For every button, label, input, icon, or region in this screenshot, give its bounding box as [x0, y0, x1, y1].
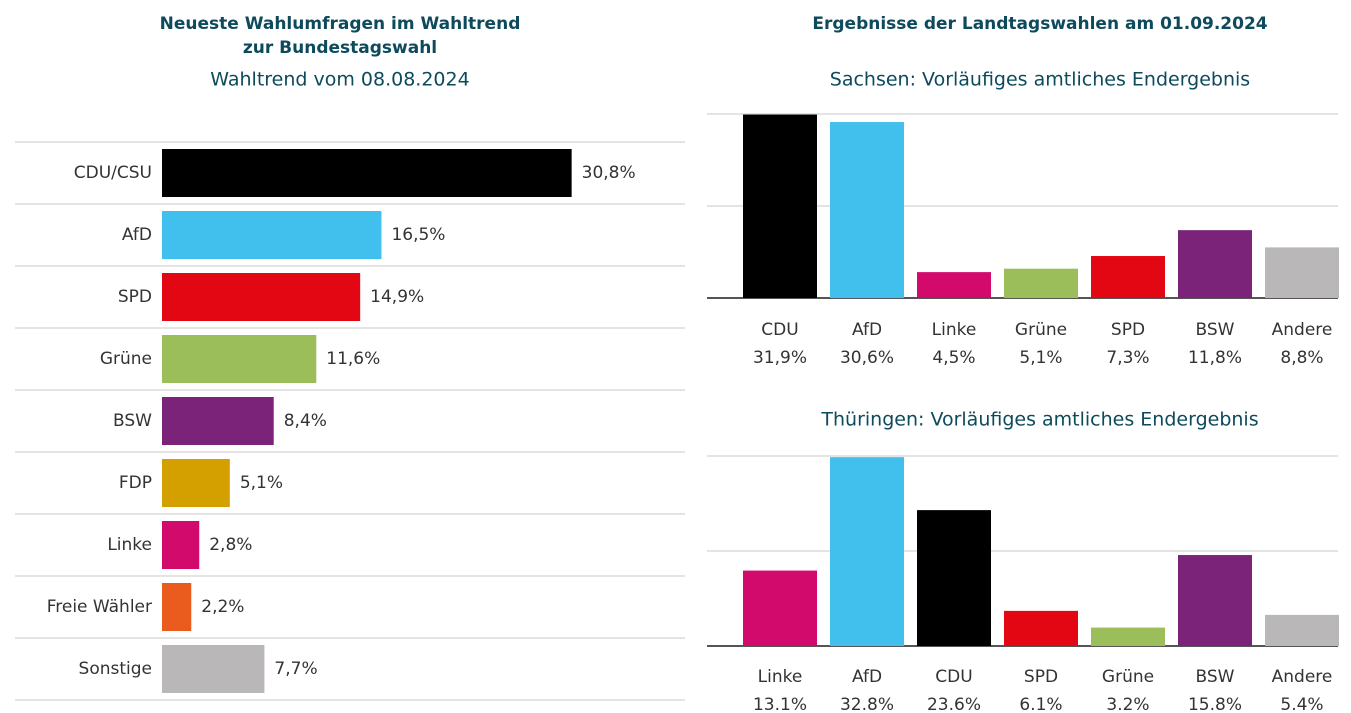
value-label: 2,2%	[201, 597, 244, 617]
category-label: Sonstige	[79, 659, 152, 679]
value-label: 6.1%	[1019, 695, 1062, 713]
bar	[162, 335, 317, 383]
value-label: 4,5%	[932, 348, 975, 368]
chart-title: Sachsen: Vorläufiges amtliches Endergebn…	[830, 69, 1250, 91]
bar	[162, 521, 200, 569]
bar	[162, 149, 572, 197]
category-label: BSW	[113, 411, 152, 431]
category-label: CDU	[935, 667, 972, 687]
category-label: AfD	[852, 667, 882, 687]
category-label: AfD	[122, 225, 152, 245]
category-label: Andere	[1272, 320, 1333, 340]
bar	[1178, 555, 1252, 646]
bar	[1004, 268, 1078, 298]
bar	[830, 122, 904, 298]
bar	[1265, 614, 1339, 646]
chart-title: Thüringen: Vorläufiges amtliches Enderge…	[820, 409, 1258, 431]
category-label: AfD	[852, 320, 882, 340]
bar	[1265, 247, 1339, 298]
value-label: 16,5%	[391, 225, 445, 245]
value-label: 13.1%	[753, 695, 807, 713]
category-label: SPD	[118, 287, 152, 307]
category-label: SPD	[1024, 667, 1058, 687]
category-label: SPD	[1111, 320, 1145, 340]
value-label: 2,8%	[209, 535, 252, 555]
value-label: 15.8%	[1188, 695, 1242, 713]
bar	[162, 459, 230, 507]
category-label: BSW	[1196, 320, 1235, 340]
value-label: 32.8%	[840, 695, 894, 713]
bar	[1004, 610, 1078, 646]
value-label: 3.2%	[1106, 695, 1149, 713]
bar	[830, 457, 904, 646]
chart-title: zur Bundestagswahl	[243, 38, 437, 58]
category-label: Grüne	[1102, 667, 1154, 687]
chart-title: Neueste Wahlumfragen im Wahltrend	[160, 14, 521, 34]
bar	[162, 273, 361, 321]
bar	[162, 645, 265, 693]
value-label: 11,6%	[326, 349, 380, 369]
bar	[1178, 230, 1252, 298]
bar	[743, 114, 817, 298]
bar	[1091, 627, 1165, 646]
value-label: 14,9%	[370, 287, 424, 307]
value-label: 8,4%	[284, 411, 327, 431]
bar	[917, 272, 991, 298]
bar	[162, 397, 274, 445]
heading: Ergebnisse der Landtagswahlen am 01.09.2…	[812, 14, 1267, 34]
value-label: 5.4%	[1280, 695, 1323, 713]
value-label: 5,1%	[1019, 348, 1062, 368]
category-label: FDP	[119, 473, 152, 493]
value-label: 7,3%	[1106, 348, 1149, 368]
category-label: Linke	[107, 535, 152, 555]
bar	[162, 583, 192, 631]
category-label: Linke	[932, 320, 977, 340]
value-label: 30,6%	[840, 348, 894, 368]
category-label: CDU/CSU	[74, 163, 152, 183]
bar	[743, 570, 817, 646]
value-label: 7,7%	[274, 659, 317, 679]
chart-subtitle: Wahltrend vom 08.08.2024	[210, 69, 469, 91]
category-label: CDU	[761, 320, 798, 340]
category-label: Linke	[758, 667, 803, 687]
bar	[162, 211, 382, 259]
category-label: Andere	[1272, 667, 1333, 687]
bar	[1091, 256, 1165, 298]
value-label: 31,9%	[753, 348, 807, 368]
category-label: Grüne	[100, 349, 152, 369]
value-label: 23.6%	[927, 695, 981, 713]
value-label: 11,8%	[1188, 348, 1242, 368]
category-label: BSW	[1196, 667, 1235, 687]
bar	[917, 510, 991, 646]
value-label: 8,8%	[1280, 348, 1323, 368]
value-label: 30,8%	[582, 163, 636, 183]
category-label: Grüne	[1015, 320, 1067, 340]
value-label: 5,1%	[240, 473, 283, 493]
category-label: Freie Wähler	[47, 597, 152, 617]
